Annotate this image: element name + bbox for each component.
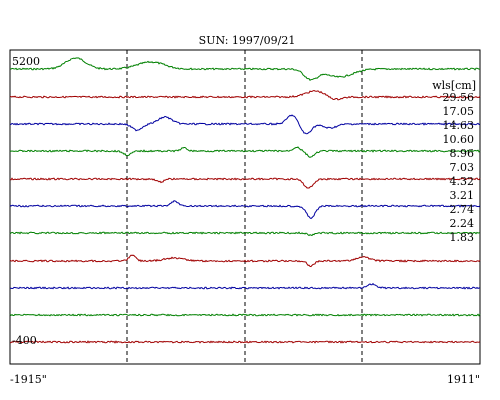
legend-entry-1: 29.56 bbox=[443, 91, 475, 104]
legend-entry-3: 14.63 bbox=[443, 119, 475, 132]
series-line-5 bbox=[9, 177, 481, 189]
legend-entry-6: 7.03 bbox=[450, 161, 475, 174]
legend-entry-11: 1.83 bbox=[450, 231, 475, 244]
series-line-9 bbox=[9, 282, 481, 290]
legend-entry-2: 17.05 bbox=[443, 105, 475, 118]
legend-entry-4: 10.60 bbox=[443, 133, 475, 146]
legend-entry-7: 4.32 bbox=[450, 175, 475, 188]
legend: 29.5617.0514.6310.608.967.034.323.212.74… bbox=[443, 91, 475, 244]
x-tick-label-left: -1915" bbox=[10, 373, 47, 386]
series-line-1 bbox=[9, 57, 481, 82]
legend-entry-10: 2.24 bbox=[450, 217, 475, 230]
series-line-7 bbox=[9, 231, 481, 237]
y-tick-label-bottom: -400 bbox=[12, 334, 37, 347]
legend-entry-8: 3.21 bbox=[450, 189, 475, 202]
chart-title: SUN: 1997/09/21 bbox=[199, 34, 296, 47]
dashed-markers bbox=[126, 50, 363, 364]
series-line-4 bbox=[9, 146, 481, 158]
series-line-10 bbox=[9, 313, 481, 317]
series-line-2 bbox=[9, 89, 481, 101]
series-line-11 bbox=[9, 340, 481, 344]
legend-title: wls[cm] bbox=[432, 79, 476, 92]
series-lines bbox=[9, 57, 481, 344]
legend-entry-5: 8.96 bbox=[450, 147, 475, 160]
series-line-8 bbox=[9, 254, 481, 268]
x-tick-label-right: 1911" bbox=[447, 373, 480, 386]
series-line-3 bbox=[10, 114, 481, 135]
legend-entry-9: 2.74 bbox=[450, 203, 475, 216]
series-line-6 bbox=[9, 200, 481, 220]
y-tick-label-top: 5200 bbox=[12, 55, 40, 68]
